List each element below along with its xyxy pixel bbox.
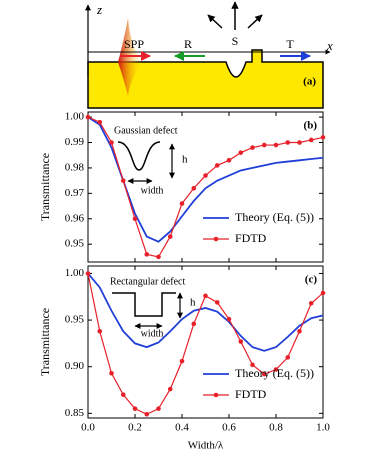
x-tick-label: 0.2 — [128, 422, 142, 434]
y-tick-label: 0.85 — [65, 407, 85, 419]
x-tick-label: 1.0 — [316, 422, 330, 434]
annotation: h — [182, 154, 188, 166]
annotation: width — [141, 328, 164, 339]
data-point — [85, 114, 91, 120]
data-point — [97, 119, 103, 125]
defect-shape — [117, 141, 161, 171]
schematic: z x SPP R S T (a) — [85, 1, 333, 109]
data-point — [308, 137, 314, 143]
data-point — [273, 367, 279, 372]
data-point — [144, 252, 150, 257]
legend-label: Theory (Eq. (5)) — [235, 210, 314, 224]
data-point — [250, 362, 255, 368]
y-tick-label: 0.96 — [65, 212, 85, 224]
data-point — [261, 371, 267, 377]
axis-label: x — [326, 38, 333, 53]
annotation: h — [190, 297, 196, 309]
data-point — [120, 392, 126, 397]
data-point — [261, 142, 267, 148]
s-arrow — [207, 14, 223, 29]
legend-label: FDTD — [235, 387, 267, 401]
data-point — [97, 328, 103, 334]
y-tick-label: 1.00 — [65, 267, 85, 279]
data-point — [167, 234, 173, 239]
data-point — [226, 316, 232, 322]
y-axis-label: Transmittance — [38, 308, 52, 376]
annotation: width — [141, 185, 164, 196]
metal-surface — [87, 49, 324, 109]
inset: Gaussian defect h width — [114, 125, 188, 196]
y-tick-label: 1.00 — [65, 111, 85, 123]
y-tick-label: 0.95 — [65, 314, 85, 326]
series-line — [87, 116, 324, 258]
data-point — [203, 173, 208, 178]
panel-label: (a) — [303, 76, 316, 88]
data-point — [203, 293, 208, 299]
x-tick-label: 0.0 — [81, 422, 95, 434]
plot-frame — [87, 111, 324, 263]
data-point — [320, 290, 326, 296]
data-point — [156, 406, 161, 411]
legend-swatch — [213, 392, 219, 398]
y-tick-label: 0.95 — [65, 238, 85, 250]
series-line — [87, 272, 324, 352]
data-point — [297, 140, 302, 145]
data-point — [250, 145, 255, 150]
legend-label: FDTD — [235, 231, 267, 245]
data-point — [191, 321, 197, 327]
data-point — [109, 140, 114, 145]
s-arrow — [247, 14, 263, 29]
plot-frame — [87, 265, 324, 419]
data-point — [179, 358, 185, 364]
axis-label: z — [96, 2, 102, 17]
data-point — [238, 150, 244, 155]
x-tick-label: 0.8 — [269, 422, 283, 434]
data-point — [273, 142, 279, 148]
data-point — [144, 411, 150, 417]
data-point — [109, 370, 114, 376]
schematic-label: S — [232, 34, 239, 48]
data-point — [214, 300, 220, 305]
y-tick-label: 0.90 — [65, 360, 85, 372]
inset: Rectangular defect h width — [110, 276, 196, 339]
data-point — [85, 271, 91, 276]
y-axis-label: Transmittance — [38, 153, 52, 221]
data-point — [191, 185, 197, 191]
x-tick-label: 0.4 — [175, 422, 189, 434]
data-point — [132, 216, 138, 222]
data-point — [156, 254, 161, 260]
legend-swatch — [213, 236, 219, 242]
data-point — [238, 339, 244, 344]
schematic-label: SPP — [124, 37, 144, 51]
legend-label: Theory (Eq. (5)) — [235, 366, 314, 380]
y-tick-label: 0.97 — [65, 187, 85, 199]
schematic-label: T — [286, 37, 294, 51]
data-point — [285, 355, 291, 360]
panel-label: (c) — [305, 274, 318, 286]
annotation: Gaussian defect — [114, 125, 178, 136]
panel-label: (b) — [304, 120, 318, 132]
x-axis-label: Width/λ — [188, 440, 224, 452]
schematic-label: R — [184, 37, 192, 51]
data-point — [285, 140, 291, 145]
data-point — [308, 301, 314, 306]
data-point — [167, 386, 173, 392]
x-tick-label: 0.6 — [222, 422, 236, 434]
data-point — [226, 158, 232, 163]
data-point — [132, 406, 138, 411]
data-point — [120, 178, 126, 183]
annotation: Rectangular defect — [110, 276, 185, 287]
data-point — [320, 135, 326, 140]
y-tick-label: 0.99 — [65, 136, 85, 148]
data-point — [179, 201, 185, 206]
y-tick-label: 0.98 — [65, 161, 85, 173]
data-point — [297, 328, 302, 334]
data-point — [214, 163, 220, 168]
defect-shape — [112, 292, 176, 317]
